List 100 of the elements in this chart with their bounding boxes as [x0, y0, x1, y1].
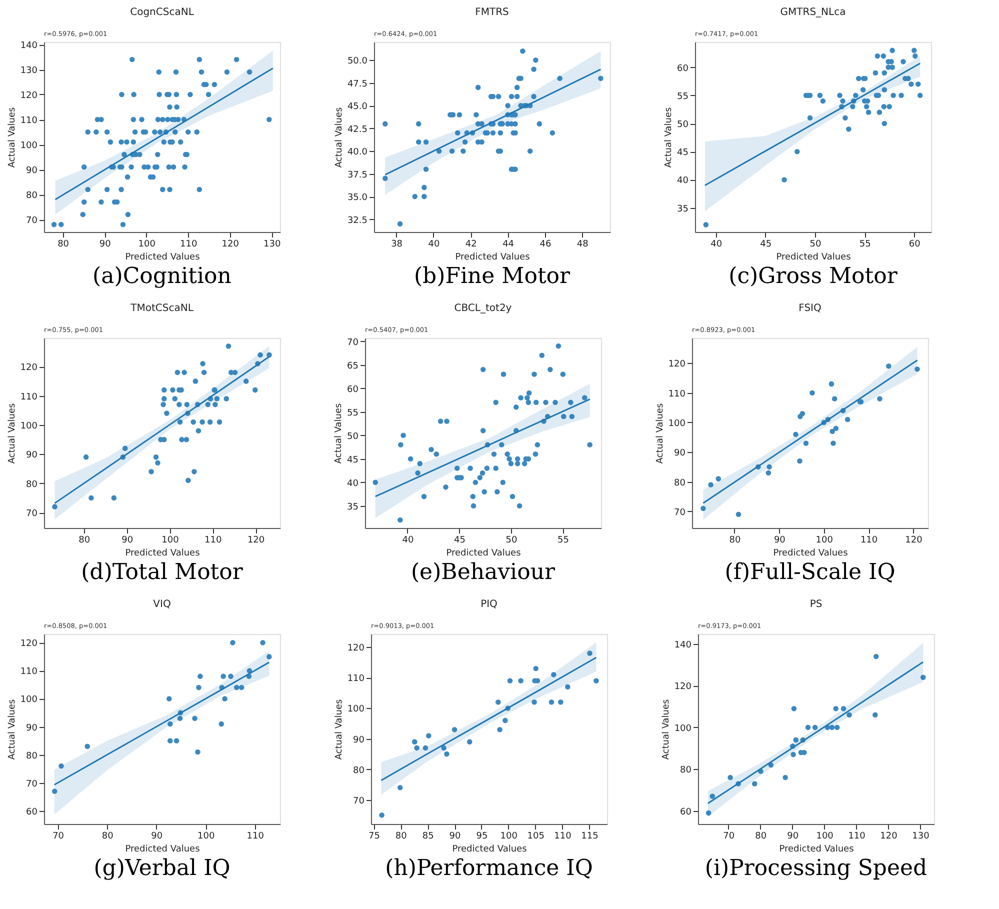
y-tick-label: 40 — [347, 478, 359, 489]
x-tick-label: 40 — [710, 240, 722, 250]
y-tick-label: 80 — [26, 480, 38, 490]
y-tick-label: 90 — [353, 735, 365, 746]
x-tick-label: 80 — [729, 536, 741, 546]
y-tick-label: 110 — [668, 389, 686, 400]
y-tick-label: 100 — [20, 141, 38, 151]
x-axis-title: Predicted Values — [779, 844, 854, 854]
x-tick-label: 80 — [58, 240, 70, 250]
y-tick-label: 100 — [20, 695, 38, 706]
y-tick-label: 80 — [674, 478, 686, 488]
x-tick-label: 90 — [774, 536, 786, 546]
y-tick-label: 90 — [26, 166, 38, 176]
x-tick-label: 120 — [247, 536, 265, 546]
text: (f)Full-Scale IQ — [724, 560, 896, 585]
y-tick-label: 65 — [347, 361, 358, 372]
x-tick-label: 46 — [540, 240, 552, 250]
x-tick-label: 44 — [502, 240, 514, 250]
y-axis-title: Actual Values — [334, 698, 344, 760]
x-tick-label: 130 — [912, 832, 930, 842]
y-tick-label: 140 — [674, 640, 692, 651]
x-tick-label: 45 — [760, 240, 772, 250]
x-tick-label: 38 — [391, 240, 403, 250]
y-tick-label: 70 — [674, 508, 686, 518]
y-tick-label: 120 — [674, 682, 692, 692]
y-tick-label: 130 — [20, 66, 38, 76]
chart-title: PIQ — [480, 599, 498, 610]
y-axis-title: Actual Values — [664, 106, 674, 168]
x-tick-label: 40 — [402, 536, 414, 546]
text: (e)Behaviour — [410, 560, 556, 585]
text: (h)Performance IQ — [385, 856, 593, 881]
y-tick-label: 80 — [26, 751, 38, 762]
y-tick-label: 50 — [347, 432, 359, 442]
chart-title: GMTRS_NLca — [780, 7, 846, 18]
y-tick-label: 110 — [20, 116, 38, 126]
x-tick-label: 55 — [557, 536, 569, 546]
y-axis-title: Actual Values — [7, 106, 18, 168]
x-tick-label: 48 — [576, 240, 589, 250]
x-tick-label: 110 — [180, 240, 198, 250]
y-tick-label: 55 — [677, 92, 688, 102]
x-tick-label: 110 — [860, 536, 878, 546]
chart-title: TMotCScaNL — [130, 303, 194, 314]
x-axis-title: Predicted Values — [773, 548, 848, 558]
x-tick-label: 110 — [554, 832, 572, 842]
text: (b)Fine Motor — [414, 264, 571, 289]
x-tick-label: 90 — [151, 832, 163, 842]
text: (c)Gross Motor — [728, 264, 898, 289]
x-tick-label: 90 — [787, 832, 799, 842]
x-tick-label: 80 — [755, 832, 767, 842]
y-tick-label: 37.5 — [347, 170, 368, 180]
x-tick-label: 50 — [810, 240, 822, 250]
x-tick-label: 120 — [222, 240, 240, 250]
x-tick-label: 75 — [368, 832, 380, 842]
y-tick-label: 45 — [677, 148, 688, 158]
y-tick-label: 32.5 — [347, 216, 368, 226]
x-axis-title: Predicted Values — [776, 252, 852, 262]
y-tick-label: 120 — [668, 360, 686, 370]
x-tick-label: 90 — [122, 536, 134, 546]
x-axis-title: Predicted Values — [455, 252, 530, 262]
x-axis-title: Predicted Values — [125, 548, 200, 558]
y-tick-label: 100 — [674, 724, 692, 734]
y-tick-label: 50.0 — [347, 56, 368, 67]
x-tick-label: 100 — [500, 832, 518, 842]
x-axis-title: Predicted Values — [125, 252, 200, 262]
x-tick-label: 80 — [78, 536, 90, 546]
y-tick-label: 40.0 — [347, 148, 368, 158]
x-tick-label: 120 — [905, 536, 923, 546]
y-tick-label: 110 — [20, 392, 38, 402]
x-tick-label: 110 — [246, 832, 264, 842]
x-tick-label: 60 — [908, 240, 921, 250]
y-tick-label: 120 — [20, 639, 38, 650]
x-tick-label: 42 — [465, 240, 477, 250]
y-axis-title: Actual Values — [334, 402, 344, 464]
y-tick-label: 120 — [20, 363, 38, 374]
y-tick-label: 50 — [677, 120, 689, 130]
x-tick-label: 40 — [428, 240, 440, 250]
x-tick-label: 110 — [848, 832, 866, 842]
chart-title: FMTRS — [475, 7, 509, 18]
y-tick-label: 60 — [680, 807, 692, 818]
y-tick-label: 35 — [347, 502, 358, 512]
x-tick-label: 110 — [204, 536, 222, 546]
y-tick-label: 80 — [26, 191, 38, 201]
y-tick-label: 100 — [668, 418, 686, 429]
y-tick-label: 45 — [347, 455, 358, 466]
y-tick-label: 35 — [677, 204, 688, 214]
y-tick-label: 90 — [26, 450, 38, 461]
y-tick-label: 100 — [347, 704, 365, 715]
x-tick-label: 105 — [527, 832, 544, 842]
y-tick-label: 110 — [20, 667, 38, 678]
x-tick-label: 100 — [138, 240, 156, 250]
y-tick-label: 70 — [353, 796, 365, 806]
y-tick-label: 47.5 — [347, 79, 368, 90]
y-axis-title: Actual Values — [334, 106, 344, 168]
y-axis-title: Actual Values — [655, 402, 666, 464]
chart-title: VIQ — [153, 599, 171, 610]
y-tick-label: 70 — [26, 216, 38, 226]
x-axis-title: Predicted Values — [446, 548, 522, 558]
x-tick-label: 70 — [723, 832, 735, 842]
y-tick-label: 60 — [677, 64, 689, 74]
x-tick-label: 90 — [99, 240, 112, 250]
